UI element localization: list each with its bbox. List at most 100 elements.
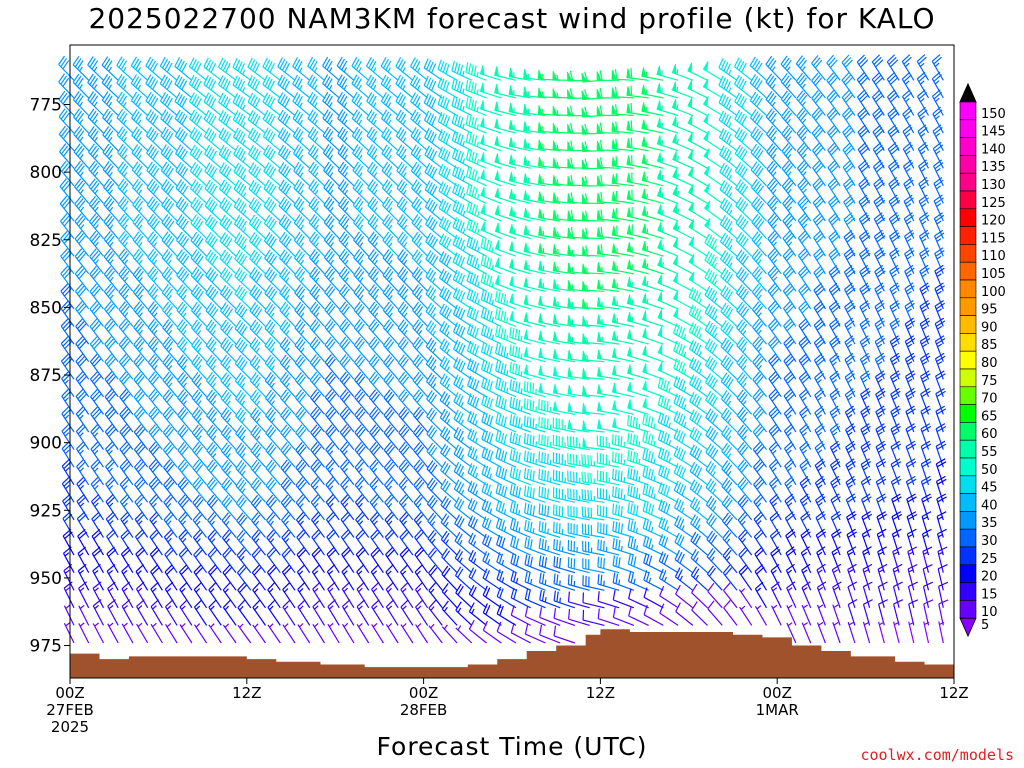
wind-barb (718, 75, 738, 99)
barb-shaft (735, 214, 753, 240)
barb-shaft (191, 407, 208, 433)
wind-barb (369, 511, 384, 538)
barb-shaft (765, 108, 782, 134)
barb-shaft (367, 231, 384, 257)
barb-shaft (308, 161, 325, 187)
wind-barb (148, 424, 163, 450)
wind-barb (816, 563, 826, 591)
barb-shaft (120, 511, 134, 538)
wind-barb (828, 265, 841, 292)
barb-shaft (278, 231, 296, 257)
wind-barb (801, 563, 812, 591)
barb-shaft (907, 563, 918, 591)
barb-shaft (657, 394, 679, 415)
wind-barb (889, 317, 901, 345)
wind-barb (425, 250, 443, 275)
barb-shaft (118, 336, 134, 363)
barb-shaft (296, 529, 311, 556)
barb-shaft (191, 336, 208, 363)
wind-barb (425, 285, 443, 310)
wind-barb (294, 354, 311, 380)
barb-shaft (734, 109, 753, 134)
barb-shaft (627, 432, 649, 451)
wind-barb (325, 476, 340, 503)
barb-shaft (482, 620, 502, 644)
wind-barb (309, 249, 325, 275)
wind-barb (133, 353, 149, 380)
wind-barb (509, 206, 531, 222)
barb-shaft (917, 141, 930, 169)
wind-barb (673, 307, 694, 328)
wind-barb (657, 394, 679, 415)
barb-shaft (132, 196, 149, 222)
wind-barb (657, 309, 679, 328)
wind-barb (538, 503, 561, 521)
barb-shaft (105, 493, 119, 521)
barb-shaft (453, 479, 473, 503)
wind-barb (719, 215, 738, 240)
wind-barb (767, 318, 782, 345)
barb-shaft (135, 529, 149, 556)
barb-shaft (801, 604, 812, 626)
barb-pennant (552, 366, 558, 377)
wind-barb (736, 424, 753, 450)
barb-shaft (480, 254, 502, 275)
wind-barb (91, 546, 105, 574)
wind-barb (104, 406, 119, 433)
wind-barb (642, 398, 664, 415)
barb-shaft (567, 557, 590, 574)
barb-shaft (175, 214, 193, 240)
wind-barb (862, 581, 873, 608)
barb-shaft (496, 569, 517, 591)
wind-barb (936, 511, 947, 538)
colorbar-label: 20 (981, 570, 998, 585)
wind-barb (452, 182, 473, 204)
barb-shaft (858, 229, 871, 257)
wind-barb (264, 389, 281, 415)
barb-shaft (766, 125, 782, 152)
barb-shaft (861, 528, 872, 556)
barb-pennant (626, 155, 632, 166)
wind-barb (735, 249, 753, 275)
barb-shaft (327, 581, 340, 609)
wind-barb (797, 177, 812, 204)
wind-barb (509, 501, 531, 521)
barb-pennant (567, 402, 573, 413)
wind-barb (538, 520, 561, 539)
barb-pennant (673, 307, 679, 319)
barb-shaft (720, 337, 738, 363)
barb-shaft (933, 212, 945, 239)
wind-barb (659, 585, 679, 609)
barb-shaft (177, 477, 193, 503)
wind-barb (508, 102, 531, 117)
barb-pennant (672, 185, 678, 197)
wind-barb (439, 338, 458, 363)
wind-barb (133, 336, 149, 363)
barb-pennant (479, 117, 485, 128)
barb-shaft (413, 512, 429, 538)
wind-barb (383, 424, 399, 450)
wind-barb (441, 600, 458, 626)
barb-shaft (523, 380, 546, 398)
barb-shaft (58, 125, 75, 152)
barb-shaft (264, 372, 281, 398)
wind-barb (847, 621, 856, 644)
barb-shaft (862, 621, 871, 644)
barb-pennant (672, 272, 679, 284)
wind-barb (510, 535, 531, 556)
wind-barb (119, 494, 134, 521)
wind-barb (190, 196, 208, 222)
wind-barb (74, 265, 90, 292)
wind-barb (734, 92, 753, 116)
barb-shaft (397, 231, 414, 257)
barb-shaft (918, 212, 930, 239)
barb-pennant (567, 210, 573, 221)
barb-shaft (218, 92, 237, 116)
wind-barb (706, 565, 723, 591)
barb-shaft (117, 161, 134, 187)
wind-barb (203, 127, 222, 152)
barb-pennant (657, 344, 663, 355)
barb-shaft (400, 581, 414, 609)
colorbar-label: 120 (981, 214, 1006, 229)
